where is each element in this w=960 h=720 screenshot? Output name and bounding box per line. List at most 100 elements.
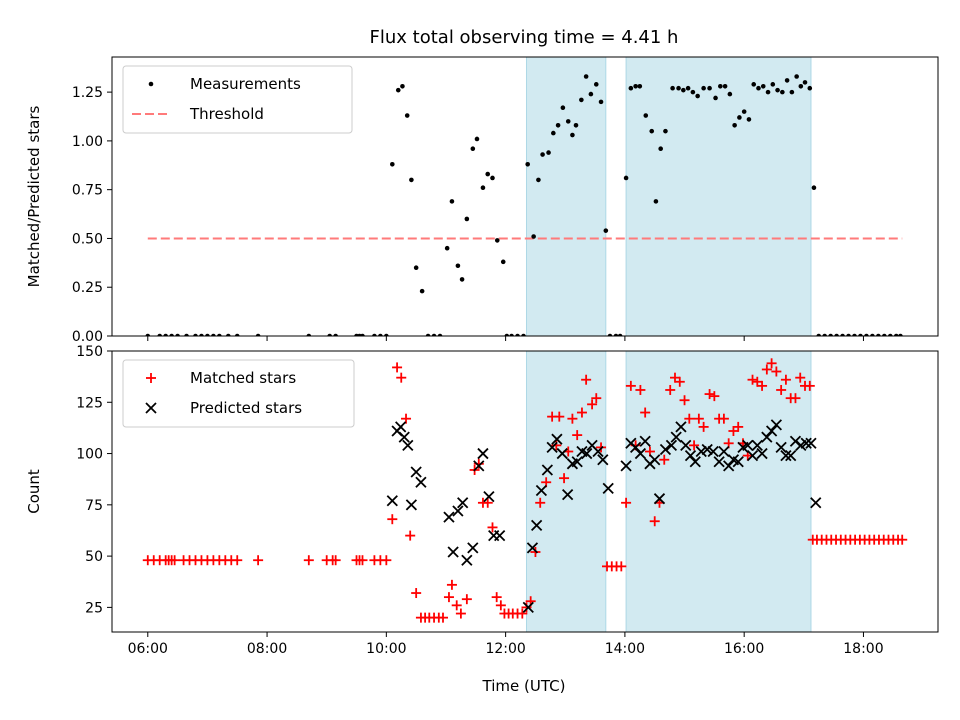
data-point xyxy=(405,530,416,541)
data-point xyxy=(665,384,676,395)
marker-stroke xyxy=(597,454,609,466)
data-point xyxy=(846,333,851,336)
data-point xyxy=(751,82,757,87)
data-point xyxy=(709,391,720,402)
data-point xyxy=(461,594,472,605)
marker-stroke xyxy=(551,433,563,445)
legend-marker xyxy=(145,402,157,414)
data-point xyxy=(415,476,427,488)
observing-window-1 xyxy=(525,351,607,632)
data-point xyxy=(175,333,180,336)
marker-stroke xyxy=(398,431,410,443)
data-point xyxy=(685,85,691,91)
marker-stroke xyxy=(805,437,817,449)
series-predicted-stars xyxy=(386,419,822,614)
data-point xyxy=(554,411,565,422)
data-point xyxy=(402,439,414,451)
data-point xyxy=(766,358,777,369)
data-point xyxy=(431,333,437,336)
data-point xyxy=(565,119,571,124)
data-point xyxy=(464,216,470,222)
data-point xyxy=(607,333,613,336)
data-point xyxy=(727,91,733,97)
data-point xyxy=(621,497,632,508)
data-point xyxy=(217,333,222,336)
data-point xyxy=(184,333,189,336)
legend: Matched stars Predicted stars xyxy=(122,359,355,428)
data-point xyxy=(546,150,551,155)
data-point xyxy=(535,484,548,497)
series-matched-stars xyxy=(142,358,908,623)
data-point xyxy=(761,431,773,443)
data-point xyxy=(653,493,666,505)
data-point xyxy=(306,333,312,336)
marker-stroke xyxy=(639,435,651,447)
axes-frame xyxy=(111,350,939,633)
data-point xyxy=(876,333,881,336)
data-point xyxy=(401,413,412,424)
data-point xyxy=(555,122,561,128)
marker-stroke xyxy=(620,460,632,472)
data-point xyxy=(333,333,338,336)
data-point xyxy=(255,333,261,336)
data-point xyxy=(690,89,696,95)
data-point xyxy=(437,612,448,623)
data-point xyxy=(870,333,875,336)
data-point xyxy=(684,413,695,424)
data-point xyxy=(742,439,754,451)
data-point xyxy=(157,333,163,336)
data-point xyxy=(447,546,459,558)
marker-stroke xyxy=(756,447,768,460)
legend-box xyxy=(122,359,355,428)
marker-stroke xyxy=(602,482,614,495)
data-point xyxy=(444,245,450,251)
marker-stroke xyxy=(742,439,754,451)
marker-stroke xyxy=(145,402,157,414)
data-point xyxy=(515,333,520,336)
data-point xyxy=(620,460,632,472)
data-point xyxy=(882,333,887,336)
legend-box xyxy=(122,65,353,134)
legend: Measurements Threshold xyxy=(122,65,353,134)
data-point xyxy=(360,333,365,336)
observing-window-1 xyxy=(525,57,607,336)
marker-stroke xyxy=(718,445,730,458)
data-point xyxy=(723,460,735,472)
data-point xyxy=(689,440,700,451)
data-point xyxy=(663,128,668,134)
data-point xyxy=(163,333,168,336)
marker-stroke xyxy=(586,439,598,451)
data-point xyxy=(858,333,863,336)
marker-stroke xyxy=(675,421,687,433)
data-point xyxy=(616,561,627,572)
marker-stroke xyxy=(457,497,469,509)
data-point xyxy=(169,555,180,566)
data-point xyxy=(718,83,723,89)
data-point xyxy=(643,113,649,118)
data-point xyxy=(474,136,480,142)
marker-stroke xyxy=(452,505,464,517)
data-point xyxy=(828,333,833,336)
legend-marker xyxy=(148,81,154,87)
data-point xyxy=(780,374,791,385)
x-tick-label: 14:00 xyxy=(605,641,645,657)
data-point xyxy=(540,152,545,157)
data-point xyxy=(581,447,593,460)
data-point xyxy=(473,458,484,469)
data-point xyxy=(491,592,502,603)
y-tick-label: 125 xyxy=(76,395,103,411)
data-point xyxy=(649,454,661,466)
series-measurements xyxy=(145,74,903,336)
data-point xyxy=(169,333,174,336)
data-point xyxy=(330,555,341,566)
data-point xyxy=(756,447,768,460)
marker-stroke xyxy=(576,445,588,458)
data-point xyxy=(395,87,401,93)
marker-stroke xyxy=(546,441,558,454)
data-point xyxy=(698,421,709,432)
data-point xyxy=(603,228,609,233)
y-tick-label: 75 xyxy=(85,498,103,514)
data-point xyxy=(253,555,264,566)
data-point xyxy=(695,93,700,99)
